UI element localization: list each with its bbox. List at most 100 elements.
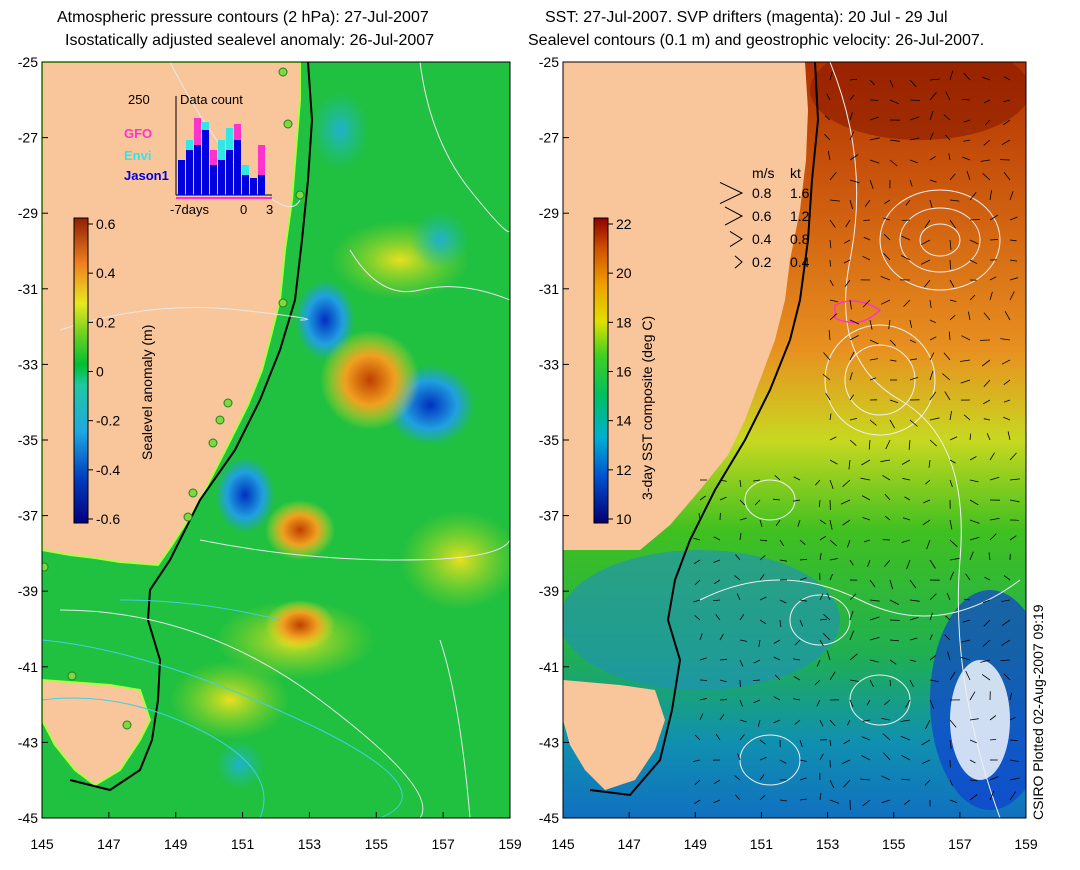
velocity-vector: [823, 613, 831, 621]
left-y-tick: -29: [18, 205, 38, 221]
velocity-vector: [1003, 673, 1011, 681]
velocity-kt-value: 0.4: [790, 254, 810, 270]
velocity-vector: [884, 493, 891, 501]
right-tasmania: [563, 680, 665, 790]
velocity-vector: [846, 719, 851, 726]
velocity-vector: [929, 352, 935, 361]
velocity-vector: [829, 558, 838, 561]
velocity-vector: [983, 99, 991, 104]
velocity-vector: [929, 110, 934, 121]
velocity-vector: [779, 759, 787, 764]
velocity-vector: [719, 496, 727, 501]
velocity-vector: [829, 239, 832, 249]
velocity-vector: [824, 133, 831, 141]
velocity-vector: [949, 173, 956, 181]
velocity-vector: [829, 172, 837, 181]
right-x-tick: 149: [684, 836, 708, 852]
sst-colorbar-tick: 20: [616, 265, 632, 281]
velocity-vector: [713, 536, 721, 541]
velocity-vector: [829, 799, 840, 804]
velocity-vector: [775, 519, 781, 527]
velocity-vector: [909, 159, 918, 164]
velocity-vector: [866, 699, 871, 706]
velocity-vector: [905, 199, 911, 206]
velocity-vector: [774, 674, 781, 681]
velocity-vector: [845, 219, 851, 228]
velocity-vector: [962, 619, 971, 623]
velocity-vector: [713, 799, 721, 804]
velocity-vector: [869, 377, 877, 381]
velocity-vector: [909, 319, 913, 328]
velocity-vector: [715, 733, 721, 741]
velocity-ms-value: 0.4: [752, 231, 772, 247]
velocity-vector: [1003, 575, 1011, 581]
velocity-vector: [1009, 259, 1018, 262]
velocity-vector: [929, 299, 932, 308]
left-y-tick: -39: [18, 583, 38, 599]
velocity-vector: [694, 579, 701, 586]
velocity-vector: [754, 499, 761, 506]
right-map: [563, 62, 1026, 818]
velocity-vector: [819, 639, 824, 647]
velocity-vector: [693, 559, 701, 565]
velocity-vector: [881, 799, 891, 804]
inset-xtick-zero: 0: [240, 202, 247, 217]
velocity-legend: m/s kt 0.8 1.6 0.6 1.2 0.4 0.8 0.2 0.4: [719, 165, 810, 270]
velocity-vector: [799, 739, 803, 747]
velocity-vector: [797, 519, 801, 527]
inset-title: Data count: [180, 92, 243, 107]
velocity-vector: [799, 798, 807, 801]
velocity-vector: [860, 477, 871, 481]
velocity-vector: [969, 191, 977, 201]
velocity-vector: [862, 255, 871, 261]
velocity-vector: [901, 219, 911, 221]
velocity-vector: [982, 599, 991, 603]
velocity-vector: [904, 496, 911, 501]
velocity-vector: [693, 537, 701, 541]
velocity-vector: [869, 599, 880, 602]
velocity-vector: [989, 790, 995, 801]
velocity-arrow-sample: [734, 255, 743, 269]
velocity-vector: [799, 577, 807, 581]
velocity-vector: [759, 519, 763, 527]
velocity-vector: [1009, 692, 1012, 701]
velocity-vector: [989, 214, 999, 221]
right-y-tick: -45: [539, 810, 559, 826]
sst-colorbar-tick: 16: [616, 364, 632, 380]
velocity-vector: [909, 358, 918, 361]
velocity-vector: [1009, 452, 1017, 461]
velocity-vector: [1003, 76, 1011, 81]
left-x-tick: 153: [298, 836, 322, 852]
velocity-vector: [753, 479, 761, 482]
sla-colorbar-label: Sealevel anomaly (m): [139, 325, 155, 460]
velocity-vector: [906, 559, 911, 570]
velocity-vector: [1001, 139, 1011, 146]
velocity-vector: [949, 519, 953, 530]
right-y-tick: -29: [539, 205, 559, 221]
velocity-vector: [849, 112, 853, 121]
velocity-vector: [849, 679, 859, 682]
velocity-vector: [909, 579, 917, 589]
velocity-vector: [773, 639, 781, 644]
velocity-vector: [943, 352, 951, 361]
velocity-vector: [759, 596, 767, 601]
velocity-vector: [969, 456, 977, 461]
inset-legend-jason1: Jason1: [124, 168, 169, 183]
left-y-tick: -27: [18, 130, 38, 146]
velocity-vector: [949, 70, 954, 81]
velocity-vector: [699, 697, 707, 701]
velocity-vector: [739, 719, 747, 723]
velocity-vector: [849, 372, 853, 381]
velocity-vector: [693, 599, 701, 603]
velocity-vector: [734, 775, 741, 781]
velocity-vector: [989, 533, 997, 541]
velocity-vector: [1007, 431, 1011, 441]
velocity-ms-value: 0.2: [752, 254, 772, 270]
velocity-vector: [1000, 338, 1011, 341]
velocity-vector: [759, 619, 767, 625]
velocity-vector: [983, 312, 991, 321]
velocity-vector: [949, 671, 956, 681]
velocity-vector: [929, 78, 940, 81]
velocity-vector: [799, 619, 804, 627]
velocity-vector: [779, 619, 782, 628]
